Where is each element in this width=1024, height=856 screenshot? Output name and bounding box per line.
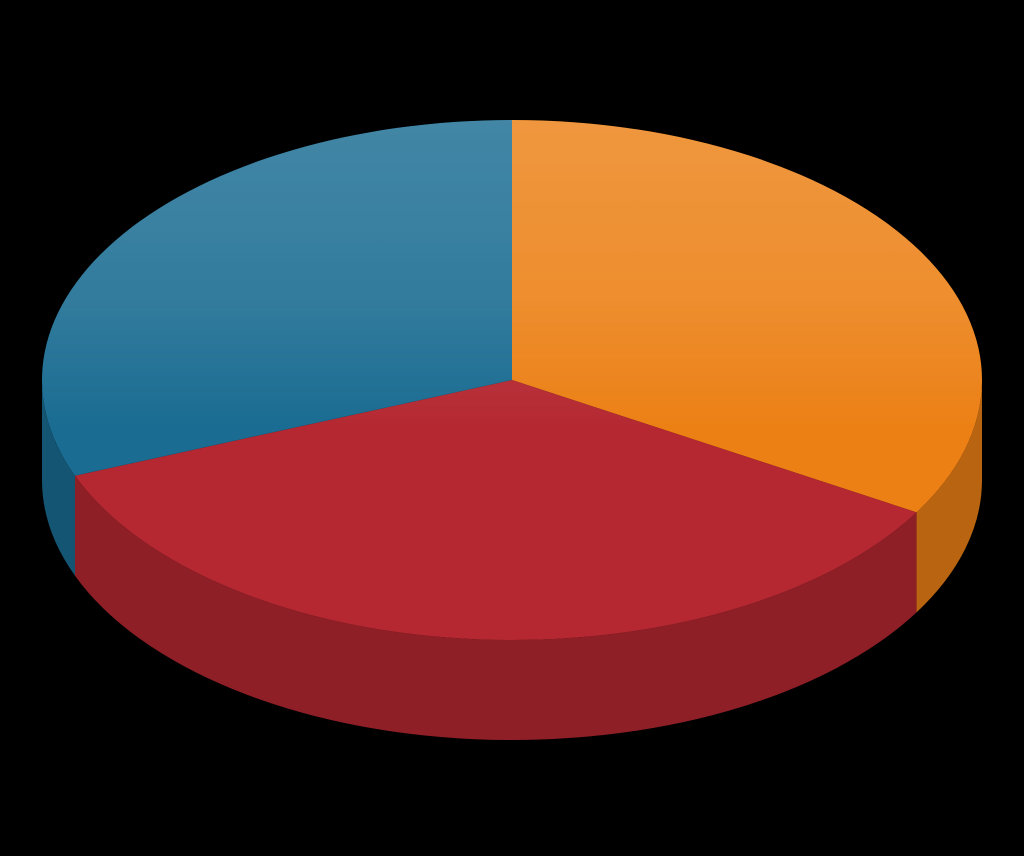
pie-3d-chart: [0, 0, 1024, 856]
pie-highlight: [42, 120, 982, 640]
